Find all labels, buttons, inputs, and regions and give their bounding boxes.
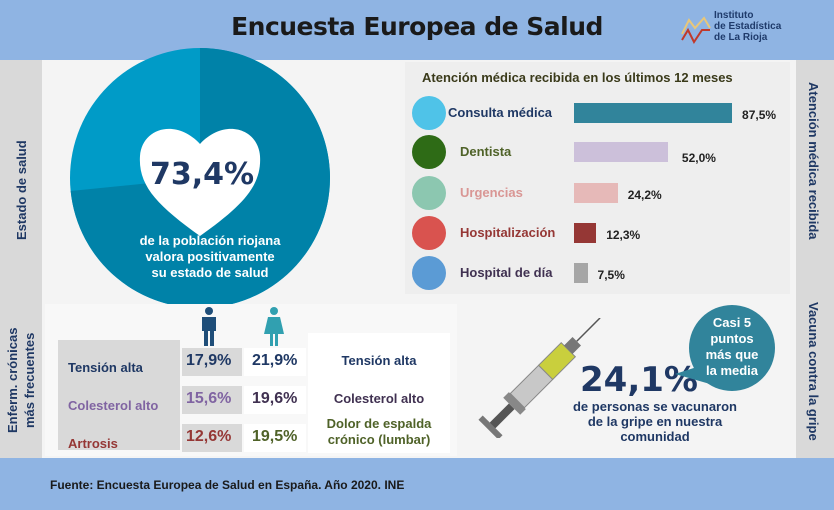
bar-value-label: 7,5% xyxy=(597,268,625,282)
woman-icon xyxy=(264,307,284,346)
bar-category-label: Consulta médica xyxy=(448,105,553,120)
heart-icon xyxy=(139,128,261,236)
bubble-text: Casi 5 puntos más que la media xyxy=(705,315,759,378)
tooth-icon xyxy=(412,135,446,169)
man-icon xyxy=(202,307,216,346)
men-disease-label: Colesterol alto xyxy=(68,398,159,413)
bar-category-label: Urgencias xyxy=(460,185,523,200)
bar-value-label: 12,3% xyxy=(606,228,641,242)
left-strip xyxy=(0,60,42,458)
logo-icon xyxy=(681,16,711,44)
bar-value-label: 87,5% xyxy=(742,108,777,122)
page-title: Encuesta Europea de Salud xyxy=(231,12,603,41)
bar-category-label: Hospital de día xyxy=(460,265,553,280)
women-value: 19,6% xyxy=(252,390,298,407)
men-value-bg xyxy=(182,386,242,414)
attention-panel xyxy=(405,62,790,294)
women-disease-label: Colesterol alto xyxy=(333,391,425,406)
right-strip xyxy=(796,60,834,458)
women-disease-label: Dolor de espalda crónico (lumbar) xyxy=(326,416,432,447)
bar-0 xyxy=(574,103,733,123)
stethoscope-icon xyxy=(412,256,446,290)
vaccine-value: 24,1% xyxy=(580,360,698,400)
header xyxy=(0,0,834,60)
syringe-icon xyxy=(478,318,601,438)
health-text: de la población riojana valora positivame… xyxy=(139,233,281,280)
men-value: 15,6% xyxy=(186,390,232,407)
vaccine-section-label: Vacuna contra la gripe xyxy=(806,302,821,441)
bar-2 xyxy=(574,183,618,203)
bar-value-label: 52,0% xyxy=(681,151,716,165)
footer xyxy=(0,458,834,510)
women-value: 19,5% xyxy=(252,428,298,445)
women-value: 21,9% xyxy=(252,352,298,369)
chart-title: Atención médica recibida en los últimos … xyxy=(422,70,733,85)
bar-value-label: 24,2% xyxy=(627,188,662,202)
heartbeat-icon xyxy=(412,216,446,250)
bar-4 xyxy=(574,263,588,283)
men-value: 17,9% xyxy=(186,352,232,369)
men-value-bg xyxy=(182,424,242,452)
vaccine-text: de personas se vacunaron de la gripe en n… xyxy=(572,399,737,444)
men-value-bg xyxy=(182,348,242,376)
bar-1 xyxy=(574,142,668,162)
first-aid-kit-icon xyxy=(412,176,446,210)
bar-3 xyxy=(574,223,597,243)
doctor-icon xyxy=(412,96,446,130)
men-value: 12,6% xyxy=(186,428,232,445)
source-note: Fuente: Encuesta Europea de Salud en Esp… xyxy=(50,478,405,492)
women-value-bg xyxy=(244,424,306,452)
men-disease-label: Artrosis xyxy=(68,436,118,451)
women-disease-label: Tensión alta xyxy=(341,353,417,368)
health-value: 73,4% xyxy=(150,157,255,192)
speech-bubble xyxy=(675,305,775,391)
bar-category-label: Hospitalización xyxy=(460,225,556,240)
bar-category-label: Dentista xyxy=(460,144,512,159)
women-value-bg xyxy=(244,348,306,376)
women-label-bg xyxy=(308,333,450,453)
health-section-label: Estado de salud xyxy=(14,140,29,240)
men-disease-label: Tensión alta xyxy=(68,360,143,375)
chronic-section-label: Enferm. crónicas más frecuentes xyxy=(5,327,37,433)
attention-section-label: Atención médica recibida xyxy=(806,82,821,240)
men-label-bg xyxy=(58,340,180,450)
logo-text: Instituto de Estadística de La Rioja xyxy=(714,10,782,43)
women-value-bg xyxy=(244,386,306,414)
health-pie xyxy=(70,48,330,309)
